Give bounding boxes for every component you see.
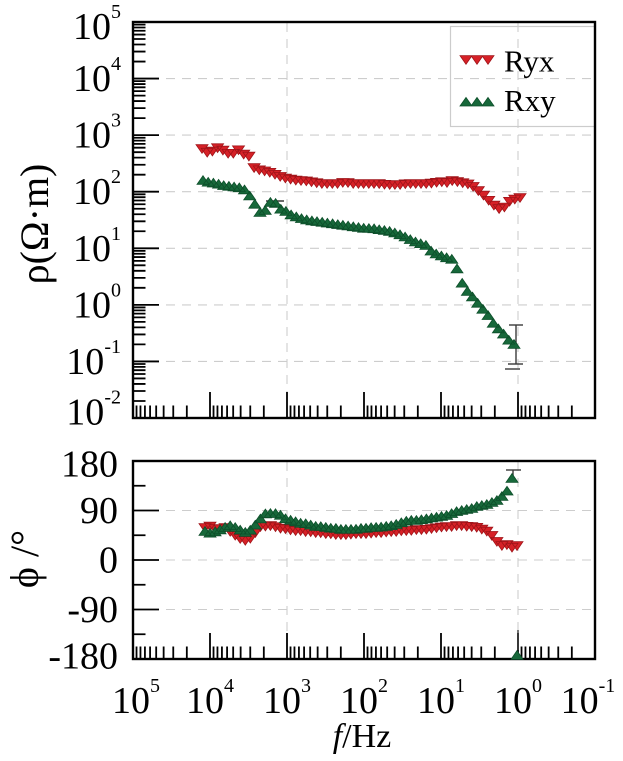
svg-text:10: 10 xyxy=(417,680,455,722)
svg-text:ρ(Ω·m): ρ(Ω·m) xyxy=(12,164,57,285)
svg-text:-2: -2 xyxy=(104,387,121,409)
svg-text:10: 10 xyxy=(263,680,301,722)
svg-text:1: 1 xyxy=(111,223,121,245)
svg-text:10: 10 xyxy=(73,6,111,48)
svg-text:180: 180 xyxy=(61,444,118,486)
svg-text:4: 4 xyxy=(111,53,121,75)
svg-text:Ryx: Ryx xyxy=(504,44,555,79)
svg-text:0: 0 xyxy=(532,675,542,697)
svg-text:1: 1 xyxy=(455,675,465,697)
svg-text:10: 10 xyxy=(66,392,104,434)
svg-text:5: 5 xyxy=(150,675,160,697)
svg-text:0: 0 xyxy=(111,279,121,301)
svg-text:10: 10 xyxy=(73,284,111,326)
svg-text:10: 10 xyxy=(66,341,104,383)
svg-text:10: 10 xyxy=(112,680,150,722)
svg-text:10: 10 xyxy=(73,58,111,100)
svg-text:10: 10 xyxy=(340,680,378,722)
svg-text:2: 2 xyxy=(378,675,388,697)
svg-text:3: 3 xyxy=(301,675,311,697)
svg-text:0: 0 xyxy=(99,540,118,582)
svg-text:90: 90 xyxy=(80,490,118,532)
svg-text:-90: -90 xyxy=(67,589,118,631)
svg-text:ϕ /°: ϕ /° xyxy=(2,530,47,588)
svg-text:10: 10 xyxy=(73,115,111,157)
svg-text:4: 4 xyxy=(224,675,234,697)
svg-text:3: 3 xyxy=(111,110,121,132)
svg-text:Rxy: Rxy xyxy=(504,83,556,118)
svg-text:-1: -1 xyxy=(104,336,121,358)
svg-text:10: 10 xyxy=(561,680,599,722)
svg-text:-1: -1 xyxy=(599,675,616,697)
svg-text:10: 10 xyxy=(186,680,224,722)
svg-text:2: 2 xyxy=(111,166,121,188)
svg-text:10: 10 xyxy=(73,171,111,213)
svg-text:-180: -180 xyxy=(48,636,118,678)
svg-text:5: 5 xyxy=(111,1,121,23)
svg-text:10: 10 xyxy=(494,680,532,722)
svg-text:10: 10 xyxy=(73,228,111,270)
svg-text:f/Hz: f/Hz xyxy=(333,718,392,755)
